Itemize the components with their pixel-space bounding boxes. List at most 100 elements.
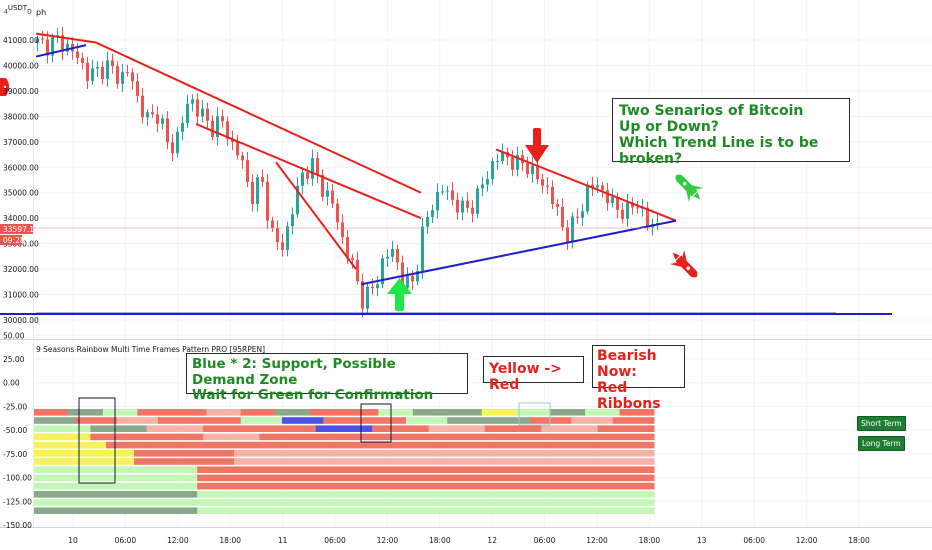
ribbon-segment <box>250 441 655 449</box>
ribbon-segment <box>171 409 207 416</box>
ribbon-segment <box>197 507 655 514</box>
candle-body <box>91 68 94 81</box>
green-rocket-icon <box>675 174 704 203</box>
candle-body <box>276 227 279 243</box>
ribbon-segment <box>530 417 572 424</box>
candle-body <box>161 118 164 124</box>
ribbon-segment <box>34 409 69 416</box>
candle-body <box>511 157 514 170</box>
candle-body <box>431 210 434 217</box>
candle-body <box>41 38 44 40</box>
candle-body <box>156 114 159 124</box>
candle-body <box>621 209 624 219</box>
countdown-tag <box>0 235 22 245</box>
candle-body <box>341 222 344 238</box>
symbol-name: USDT <box>7 4 28 12</box>
ribbon-segment <box>178 441 251 449</box>
blue-trend-line[interactable] <box>35 44 87 58</box>
price-axis-line <box>33 0 34 527</box>
ribbon-segment <box>240 417 283 424</box>
ribbon-segment <box>102 409 138 416</box>
ribbon-segment <box>234 458 655 465</box>
candle-body <box>331 190 334 204</box>
symbol-label[interactable]: 4USDTD <box>4 4 32 15</box>
symbol-suffix: D <box>27 8 32 16</box>
candle-body <box>221 116 224 122</box>
ribbon-segment <box>106 441 179 449</box>
candle-body <box>566 227 569 242</box>
indicator-tick-label: -125.00 <box>3 497 32 506</box>
highlight-box <box>78 397 116 484</box>
ribbon-segment <box>34 491 198 498</box>
price-tick-label: 35000.00 <box>3 189 39 198</box>
candle-body <box>121 72 124 84</box>
candle-body <box>266 181 269 221</box>
red-trend-line[interactable] <box>95 41 422 194</box>
red-trend-line[interactable] <box>195 123 422 220</box>
candle-body <box>171 142 174 154</box>
candle-body <box>51 37 54 56</box>
red-trend-line[interactable] <box>495 148 677 222</box>
ribbon-segment <box>34 474 198 482</box>
candle-body <box>476 188 479 214</box>
time-tick-label: 12:00 <box>796 536 818 545</box>
highlight-box <box>360 403 392 443</box>
candle-body <box>471 207 474 214</box>
time-tick-label: 06:00 <box>324 536 346 545</box>
blue-support-note[interactable]: Blue * 2: Support, Possible Demand Zone … <box>186 353 468 403</box>
ribbon-segment <box>412 409 448 416</box>
ribbon-segment <box>484 425 542 432</box>
candle-body <box>516 154 519 170</box>
yellow-red-note[interactable]: Yellow -> Red <box>483 356 584 393</box>
indicator-tick-label: 25.00 <box>3 355 25 364</box>
candle-body <box>301 172 304 186</box>
candle-body <box>226 121 229 140</box>
ribbon-segment <box>541 425 599 432</box>
candle-body <box>631 202 634 208</box>
candle-body <box>436 191 439 211</box>
ribbon-segment <box>146 425 204 432</box>
price-tick-label: 30000.00 <box>3 316 39 325</box>
candle-body <box>441 191 444 193</box>
time-tick-label: 12 <box>487 536 497 545</box>
candle-body <box>486 179 489 185</box>
indicator-tick-label: -150.00 <box>3 521 32 530</box>
candle-body <box>636 207 639 209</box>
ribbon-segment <box>90 425 148 432</box>
candle-body <box>351 258 354 260</box>
ribbon-segment <box>488 417 531 424</box>
ribbon-segment <box>364 417 407 424</box>
candle-body <box>361 281 364 309</box>
candle-body <box>466 200 469 208</box>
red-trend-line[interactable] <box>275 161 357 270</box>
candle-body <box>211 120 214 137</box>
ribbon-segment <box>550 409 586 416</box>
candle-body <box>106 60 109 80</box>
price-tick-label: 41000.00 <box>3 36 39 45</box>
candle-body <box>196 99 199 117</box>
candle-body <box>166 118 169 143</box>
candle-body <box>626 202 629 219</box>
blue-trend-line[interactable] <box>360 219 677 286</box>
red-trend-line[interactable] <box>35 32 97 44</box>
last-price-tag <box>0 224 33 234</box>
candle-body <box>416 270 419 282</box>
candle-body <box>286 226 289 251</box>
ribbon-segment <box>34 499 655 506</box>
ribbon-segment <box>275 409 311 416</box>
ribbon-segment <box>282 417 324 424</box>
candle-body <box>426 216 429 227</box>
candle-body <box>616 196 619 210</box>
time-tick-label: 12:00 <box>377 536 399 545</box>
two-scenarios-note[interactable]: Two Senarios of Bitcoin Up or Down? Whic… <box>612 98 850 167</box>
ribbon-segment <box>428 425 486 432</box>
indicator-tick-label: -75.00 <box>3 450 27 459</box>
candle-body <box>646 207 649 228</box>
ribbon-segment <box>240 409 276 416</box>
ribbon-segment <box>206 409 242 416</box>
indicator-title[interactable]: 9 Seasons Rainbow Multi Time Frames Patt… <box>36 345 265 354</box>
candle-body <box>526 163 529 175</box>
ribbon-segment <box>197 491 655 498</box>
bearish-note[interactable]: Bearish Now: Red Ribbons <box>592 345 685 412</box>
